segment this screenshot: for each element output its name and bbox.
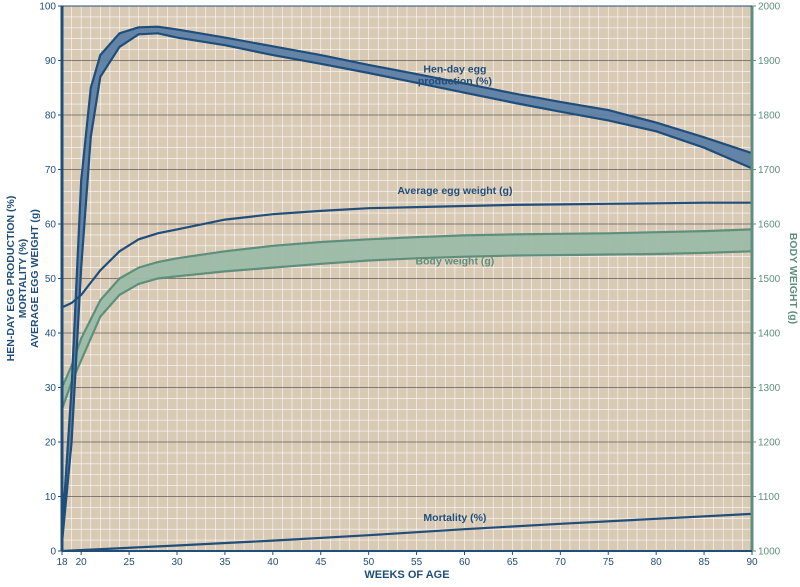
x-tick-label: 30 (171, 557, 183, 568)
right-tick-label: 1100 (758, 492, 780, 503)
x-tick-label: 70 (555, 557, 567, 568)
band-lower-line (60, 250, 753, 410)
left-tick-label: 80 (45, 111, 57, 122)
band-upper-line (60, 25, 753, 535)
series-label: Mortality (%) (423, 512, 486, 524)
series-average-egg-weight-g (61, 201, 752, 309)
x-tick-label: 55 (411, 557, 423, 568)
left-tick-label: 100 (39, 2, 56, 13)
data-series (60, 25, 753, 553)
right-tick-label: 1400 (758, 329, 781, 340)
series-label: Average egg weight (g) (397, 185, 512, 197)
left-axis-ticks: 0 10 20 30 40 50 60 70 80 90 100 (39, 2, 62, 558)
left-tick-label: 0 (50, 547, 56, 558)
x-tick-label: 18 (56, 557, 68, 568)
left-tick-label: 50 (45, 274, 57, 285)
left-tick-label: 90 (45, 56, 57, 67)
left-tick-label: 10 (45, 492, 57, 503)
series-hen-day-egg-production (60, 25, 753, 543)
right-tick-label: 2000 (758, 2, 781, 13)
right-tick-label: 1200 (758, 438, 781, 449)
series-line (61, 512, 753, 553)
series-mortality (61, 512, 753, 553)
left-axis-title: HEN-DAY EGG PRODUCTION (%) MORTALITY (%) A… (5, 196, 41, 362)
series-label: Body weight (g) (416, 255, 495, 267)
series-body-weight-g (60, 228, 753, 410)
right-tick-label: 1500 (758, 274, 781, 285)
series-label: Hen-day egg (423, 63, 486, 75)
left-tick-label: 20 (45, 438, 57, 449)
x-tick-label: 50 (363, 557, 375, 568)
left-axis-title-line: AVERAGE EGG WEIGHT (g) (29, 209, 41, 348)
x-tick-label: 65 (507, 557, 519, 568)
left-tick-label: 30 (45, 383, 57, 394)
major-grid (62, 60, 752, 497)
x-tick-label: 80 (651, 557, 663, 568)
right-tick-label: 1600 (758, 220, 781, 231)
x-tick-label: 25 (124, 557, 136, 568)
series-line (61, 201, 752, 309)
right-tick-label: 1700 (758, 165, 781, 176)
series-label: production (%) (418, 75, 492, 87)
x-tick-label: 60 (459, 557, 471, 568)
x-tick-label: 90 (746, 557, 758, 568)
left-tick-label: 60 (45, 220, 57, 231)
band-lower-line (60, 32, 753, 543)
right-tick-label: 1900 (758, 56, 781, 67)
left-tick-label: 70 (45, 165, 57, 176)
band-fill (62, 229, 752, 410)
left-tick-label: 40 (45, 329, 57, 340)
x-tick-label: 40 (267, 557, 279, 568)
right-tick-label: 1800 (758, 111, 781, 122)
right-tick-label: 1300 (758, 383, 781, 394)
x-tick-label: 45 (315, 557, 327, 568)
left-axis-title-line: HEN-DAY EGG PRODUCTION (%) (5, 196, 17, 362)
right-axis-title: BODY WEIGHT (g) (787, 233, 799, 324)
left-axis-title-line: MORTALITY (%) (17, 239, 29, 319)
x-axis-title: WEEKS OF AGE (364, 569, 449, 581)
x-tick-label: 75 (603, 557, 615, 568)
x-tick-label: 85 (699, 557, 711, 568)
x-axis-ticks: 18 20 25 30 35 40 45 50 55 60 65 70 75 80 85 90 (56, 551, 758, 568)
x-tick-label: 35 (219, 557, 231, 568)
right-axis-ticks: 1000 1100 1200 1300 1400 1500 1600 1700 1800 1900… (752, 2, 781, 558)
x-tick-label: 20 (76, 557, 88, 568)
band-upper-line (60, 228, 753, 388)
right-tick-label: 1000 (758, 547, 781, 558)
